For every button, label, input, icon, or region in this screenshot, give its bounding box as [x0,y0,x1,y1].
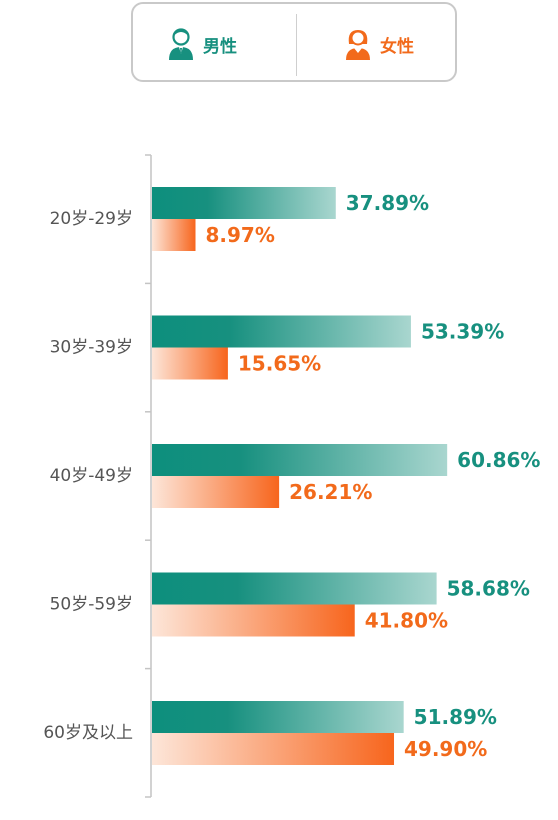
bar-male[interactable] [152,315,411,348]
legend-item-female[interactable]: 女性 [344,26,414,62]
bar-female[interactable] [152,476,280,508]
category-group: 30岁-39岁 53.39% 15.65% [50,315,504,380]
category-label: 50岁-59岁 [50,595,133,615]
category-group: 50岁-59岁 58.68% 41.80% [50,572,530,637]
value-label-female: 49.90% [404,737,487,761]
y-axis [145,154,152,798]
category-group: 20岁-29岁 37.89% 8.97% [50,187,429,251]
value-label-male: 60.86% [457,448,540,472]
value-label-male: 58.68% [447,577,530,601]
value-label-male: 51.89% [414,705,497,729]
legend-item-male[interactable]: 男性 [167,26,237,62]
bar-female[interactable] [152,219,196,251]
value-label-male: 53.39% [421,320,504,344]
male-user-icon [169,28,193,60]
value-label-female: 26.21% [289,480,372,504]
category-label: 30岁-39岁 [50,338,133,358]
bar-male[interactable] [152,444,448,476]
legend-divider [296,14,297,76]
female-user-icon [346,30,370,60]
bar-male[interactable] [152,572,437,605]
legend-label-female: 女性 [380,36,414,57]
category-group: 40岁-49岁 60.86% 26.21% [50,444,540,508]
value-label-female: 41.80% [365,609,448,633]
chart-legend: 男性 女性 [131,2,457,82]
category-group: 60岁及以上 51.89% 49.90% [43,701,497,765]
bar-female[interactable] [152,733,395,765]
bar-female[interactable] [152,347,228,380]
category-label: 60岁及以上 [43,723,133,743]
bar-male[interactable] [152,187,336,219]
value-label-female: 15.65% [238,352,321,376]
bar-male[interactable] [152,701,404,733]
category-label: 20岁-29岁 [50,209,133,229]
bar-female[interactable] [152,604,355,637]
value-label-female: 8.97% [206,223,275,247]
value-label-male: 37.89% [346,191,429,215]
legend-label-male: 男性 [203,36,237,57]
category-label: 40岁-49岁 [50,466,133,486]
